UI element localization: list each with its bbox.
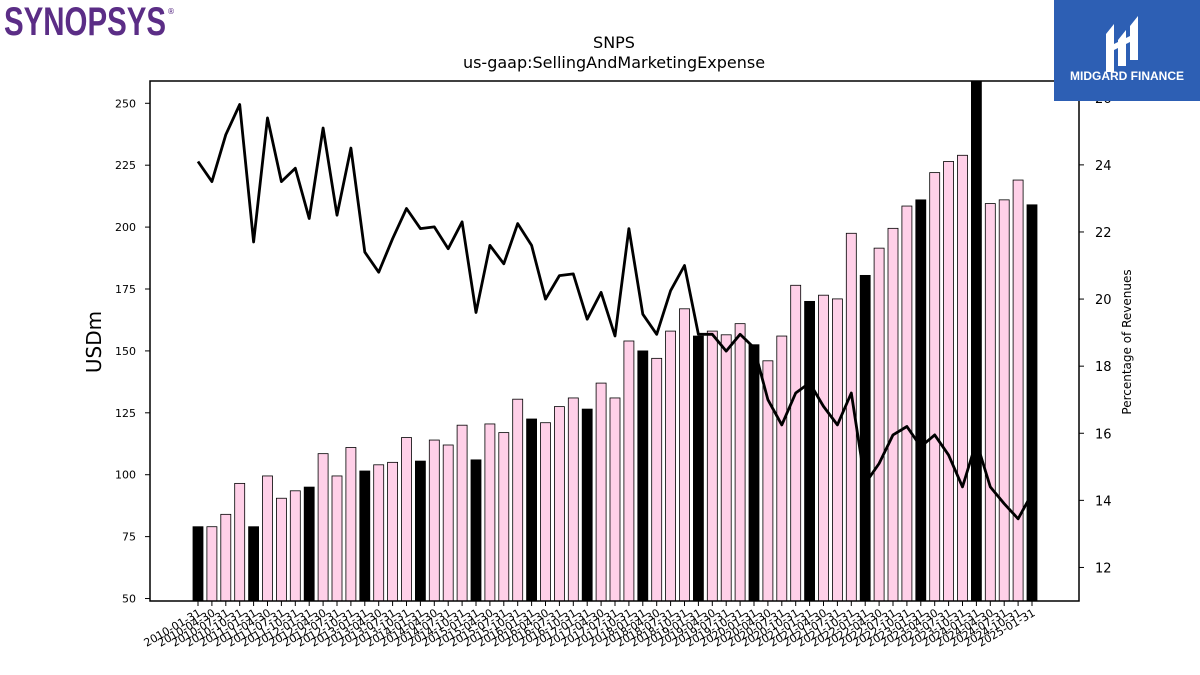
bar-2023-07-31 — [943, 161, 954, 602]
bar-2010-04-30 — [206, 526, 218, 602]
bar-2017-04-30 — [595, 382, 607, 602]
chart-subtitle: us-gaap:SellingAndMarketingExpense — [463, 53, 765, 72]
y-tick-label-225: 225 — [115, 159, 136, 172]
bar-2014-01-31 — [414, 460, 426, 602]
bar-2017-01-31 — [581, 408, 593, 602]
bar-2013-10-31 — [401, 437, 412, 602]
bar-series — [192, 80, 1038, 602]
bar-2019-10-31 — [734, 323, 746, 602]
registered-mark: ® — [167, 7, 175, 16]
y-tick-label-150: 150 — [115, 345, 136, 358]
y2-tick-label-14: 14 — [1095, 494, 1112, 509]
midgard-finance-logo-text: MIDGARD FINANCE — [1070, 69, 1184, 83]
bar-2012-01-31 — [303, 486, 315, 602]
bar-2016-10-31 — [567, 397, 579, 602]
bar-2025-01-31 — [1026, 204, 1038, 602]
bar-2013-04-30 — [373, 464, 385, 602]
bar-2015-10-31 — [512, 398, 524, 602]
bar-2011-07-31 — [275, 497, 287, 602]
bar-2014-10-31 — [456, 424, 468, 602]
y2-tick-label-22: 22 — [1095, 226, 1112, 241]
y-axis-label: USDm — [82, 311, 106, 373]
bar-2016-07-31 — [554, 406, 565, 602]
bar-2018-01-31 — [637, 350, 649, 602]
bar-2021-07-31 — [832, 298, 843, 602]
y-tick-label-50: 50 — [122, 593, 136, 606]
y-tick-label-100: 100 — [115, 469, 136, 482]
bar-2021-01-31 — [804, 300, 815, 602]
bar-2010-10-31 — [234, 482, 246, 602]
y2-tick-label-20: 20 — [1095, 293, 1112, 308]
bar-2020-07-31 — [776, 335, 788, 602]
x-axis: 2010-01-312010-04-302010-07-312010-10-31… — [142, 601, 1038, 650]
bar-2018-04-30 — [651, 357, 663, 602]
y2-tick-label-12: 12 — [1095, 561, 1112, 576]
bar-2019-01-31 — [693, 335, 704, 602]
y-tick-label-175: 175 — [115, 283, 136, 296]
bar-2024-07-31 — [998, 199, 1010, 602]
bar-2024-10-31 — [1012, 179, 1024, 602]
y2-tick-label-24: 24 — [1095, 159, 1112, 174]
bar-2012-04-30 — [317, 453, 329, 602]
bar-2023-04-30 — [929, 172, 941, 602]
y-axis: 50 75 100 125 150 175 200 225 250 — [115, 97, 150, 606]
bar-2024-04-30 — [984, 203, 996, 602]
bar-2021-04-30 — [818, 294, 829, 602]
bar-2018-10-31 — [679, 308, 690, 602]
synopsys-logo: SYNOPSYS ® — [4, 2, 175, 44]
bar-2012-10-31 — [345, 447, 357, 602]
bar-2015-01-31 — [470, 459, 482, 602]
chart-title: SNPS — [593, 33, 635, 52]
bar-2010-07-31 — [220, 513, 232, 602]
bar-2011-10-31 — [289, 490, 301, 602]
bar-2016-04-30 — [540, 422, 551, 602]
bar-2016-01-31 — [526, 418, 537, 602]
y2-tick-label-16: 16 — [1095, 427, 1112, 442]
bar-2010-01-31 — [192, 526, 204, 602]
bar-2017-10-31 — [623, 340, 635, 602]
bar-2020-01-31 — [748, 344, 760, 602]
bar-2017-07-31 — [609, 397, 621, 602]
midgard-finance-logo: MIDGARD FINANCE — [1054, 0, 1200, 101]
bar-2014-07-31 — [442, 444, 454, 602]
bar-2020-10-31 — [790, 284, 802, 602]
bar-2018-07-31 — [665, 330, 676, 602]
y-tick-label-75: 75 — [122, 531, 136, 544]
y2-axis: 1214161820222426 — [1079, 92, 1112, 576]
bar-2013-01-31 — [359, 470, 371, 602]
bar-2022-10-31 — [901, 205, 913, 602]
bar-2022-04-30 — [873, 247, 885, 602]
bar-2024-01-31 — [971, 80, 982, 602]
bar-2023-10-31 — [957, 154, 968, 602]
bar-2011-04-30 — [262, 475, 273, 602]
bar-2022-01-31 — [859, 274, 871, 602]
bar-2015-04-30 — [484, 423, 496, 602]
bar-2019-07-31 — [720, 334, 732, 602]
bar-2011-01-31 — [248, 526, 260, 602]
line-series — [196, 103, 1034, 521]
bar-2013-07-31 — [387, 461, 399, 602]
y-tick-label-200: 200 — [115, 221, 136, 234]
y2-tick-label-18: 18 — [1095, 360, 1112, 375]
y2-axis-label: Percentage of Revenues — [1120, 269, 1134, 414]
pct-line — [196, 103, 1034, 521]
bar-2019-04-30 — [706, 330, 718, 602]
synopsys-logo-text: SYNOPSYS — [4, 2, 166, 44]
bar-2022-07-31 — [887, 227, 899, 602]
bar-2015-07-31 — [498, 432, 510, 602]
bar-2014-04-30 — [428, 439, 440, 602]
y-tick-label-125: 125 — [115, 407, 136, 420]
y-tick-label-250: 250 — [115, 97, 136, 110]
bar-2012-07-31 — [331, 475, 343, 602]
bar-2023-01-31 — [915, 199, 927, 602]
